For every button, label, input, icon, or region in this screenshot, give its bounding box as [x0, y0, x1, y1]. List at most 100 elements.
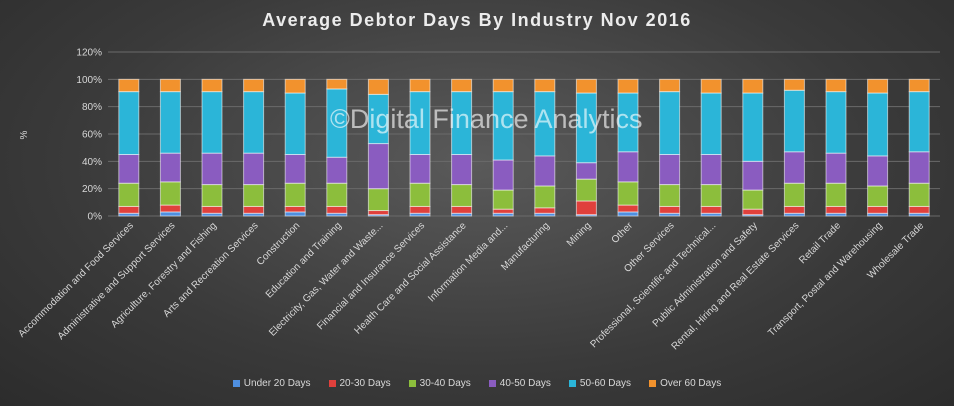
- bar-segment: [534, 185, 556, 209]
- bar-segment: [867, 185, 889, 207]
- legend-item: 20-30 Days: [328, 378, 391, 389]
- bar-segment: [451, 78, 473, 93]
- bar-segment: [118, 91, 140, 155]
- bar-segment: [659, 154, 681, 186]
- bar-segment: [243, 184, 265, 207]
- legend-label: Under 20 Days: [243, 378, 311, 389]
- bar-segment: [783, 205, 805, 214]
- bar-segment: [659, 91, 681, 155]
- bar-segment: [284, 205, 306, 213]
- bar-segment: [409, 78, 431, 93]
- bar-segment: [534, 155, 556, 187]
- bar-segment: [575, 178, 597, 202]
- bar-segment: [492, 78, 514, 93]
- bar-segment: [700, 184, 722, 207]
- legend-label: Over 60 Days: [660, 378, 722, 389]
- bar-segment: [243, 205, 265, 214]
- bar-segment: [908, 182, 930, 207]
- legend-swatch: [232, 380, 240, 387]
- bar-segment: [367, 210, 389, 216]
- bar-segment: [492, 208, 514, 214]
- bar-segment: [367, 78, 389, 95]
- bar-segment: [201, 91, 223, 154]
- y-tick-label: 100%: [76, 75, 102, 86]
- x-tick-label: Education and Training: [264, 220, 344, 300]
- bar-segment: [159, 78, 181, 93]
- bar-segment: [326, 156, 348, 184]
- bar-segment: [700, 78, 722, 94]
- bar-segment: [659, 205, 681, 214]
- bar-segment: [159, 91, 181, 154]
- bar-segment: [118, 78, 140, 93]
- bar-segment: [409, 182, 431, 207]
- legend-swatch: [568, 380, 576, 387]
- legend-item: Under 20 Days: [232, 378, 311, 389]
- bar-segment: [867, 78, 889, 94]
- x-tick-label: Mining: [565, 220, 594, 249]
- bar-segment: [700, 154, 722, 186]
- bar-segment: [118, 205, 140, 214]
- legend-label: 20-30 Days: [339, 378, 391, 389]
- bar-segment: [326, 205, 348, 214]
- bar-segment: [367, 143, 389, 190]
- bar-segment: [825, 205, 847, 214]
- bar-segment: [534, 207, 556, 214]
- bar-segment: [243, 78, 265, 93]
- legend-item: 40-50 Days: [488, 378, 551, 389]
- legend-label: 30-40 Days: [419, 378, 471, 389]
- bar-segment: [742, 78, 764, 94]
- bar-segment: [284, 182, 306, 207]
- legend: Under 20 Days 20-30 Days 30-40 Days 40-50 D…: [0, 378, 954, 389]
- bar-segment: [908, 78, 930, 93]
- bar-segment: [492, 189, 514, 210]
- bar-segment: [451, 154, 473, 186]
- legend-swatch: [328, 380, 336, 387]
- bar-segment: [326, 182, 348, 207]
- bar-segment: [867, 92, 889, 157]
- bar-segment: [118, 154, 140, 184]
- bar-segment: [617, 204, 639, 213]
- bar-segment: [825, 182, 847, 207]
- legend-swatch: [488, 380, 496, 387]
- bar-segment: [201, 152, 223, 186]
- bar-segment: [867, 205, 889, 214]
- bar-segment: [451, 184, 473, 207]
- x-tick-label: Retail Trade: [797, 220, 843, 266]
- bar-segment: [742, 208, 764, 216]
- bar-segment: [783, 89, 805, 153]
- bar-segment: [534, 78, 556, 93]
- bar-segment: [159, 181, 181, 206]
- bar-segment: [783, 182, 805, 207]
- bar-segment: [243, 152, 265, 186]
- bar-segment: [617, 181, 639, 206]
- bar-segment: [159, 204, 181, 213]
- legend-item: 50-60 Days: [568, 378, 631, 389]
- y-tick-label: 80%: [82, 102, 102, 113]
- bar-segment: [575, 200, 597, 216]
- bar-segment: [700, 92, 722, 155]
- bar-segment: [742, 92, 764, 162]
- bar-segment: [659, 78, 681, 93]
- bar-segment: [575, 78, 597, 94]
- legend-item: 30-40 Days: [408, 378, 471, 389]
- x-tick-label: Information Media and...: [426, 220, 510, 304]
- bar-segment: [659, 184, 681, 207]
- bar-segment: [201, 205, 223, 214]
- bar-segment: [783, 151, 805, 184]
- bar-segment: [617, 151, 639, 183]
- bar-segment: [326, 78, 348, 90]
- bar-segment: [742, 189, 764, 210]
- bar-segment: [617, 211, 639, 217]
- bar-segment: [783, 78, 805, 91]
- legend-swatch: [408, 380, 416, 387]
- watermark: ©Digital Finance Analytics: [330, 104, 643, 134]
- y-axis-label: %: [19, 130, 30, 139]
- y-tick-label: 20%: [82, 184, 102, 195]
- x-tick-label: Other: [610, 220, 636, 246]
- bar-segment: [284, 154, 306, 184]
- bar-segment: [409, 205, 431, 214]
- bar-segment: [451, 205, 473, 214]
- bar-segment: [825, 91, 847, 154]
